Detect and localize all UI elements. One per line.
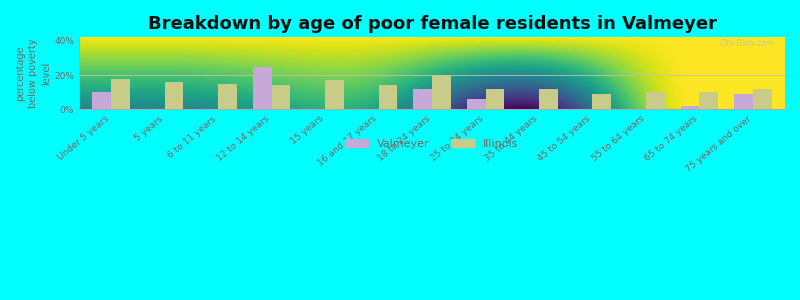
Legend: Valmeyer, Illinois: Valmeyer, Illinois [342, 134, 522, 153]
Bar [486, 89, 504, 110]
Bar [111, 79, 130, 110]
Bar [93, 92, 111, 110]
Title: Breakdown by age of poor female residents in Valmeyer: Breakdown by age of poor female resident… [147, 15, 717, 33]
Bar [699, 92, 718, 110]
Bar [539, 89, 558, 110]
Y-axis label: percentage
below poverty
level: percentage below poverty level [15, 39, 51, 108]
Bar [378, 85, 398, 109]
Bar [432, 75, 450, 110]
Bar [414, 89, 432, 110]
Bar [218, 84, 237, 110]
Bar [753, 89, 772, 110]
Bar [734, 94, 753, 110]
Text: City-Data.com: City-Data.com [720, 40, 774, 49]
Bar [165, 82, 183, 110]
Bar [271, 85, 290, 109]
Bar [253, 67, 271, 110]
Bar [325, 80, 344, 110]
Bar [646, 92, 665, 110]
Bar [466, 99, 486, 110]
Bar [681, 106, 699, 110]
Bar [593, 94, 611, 110]
